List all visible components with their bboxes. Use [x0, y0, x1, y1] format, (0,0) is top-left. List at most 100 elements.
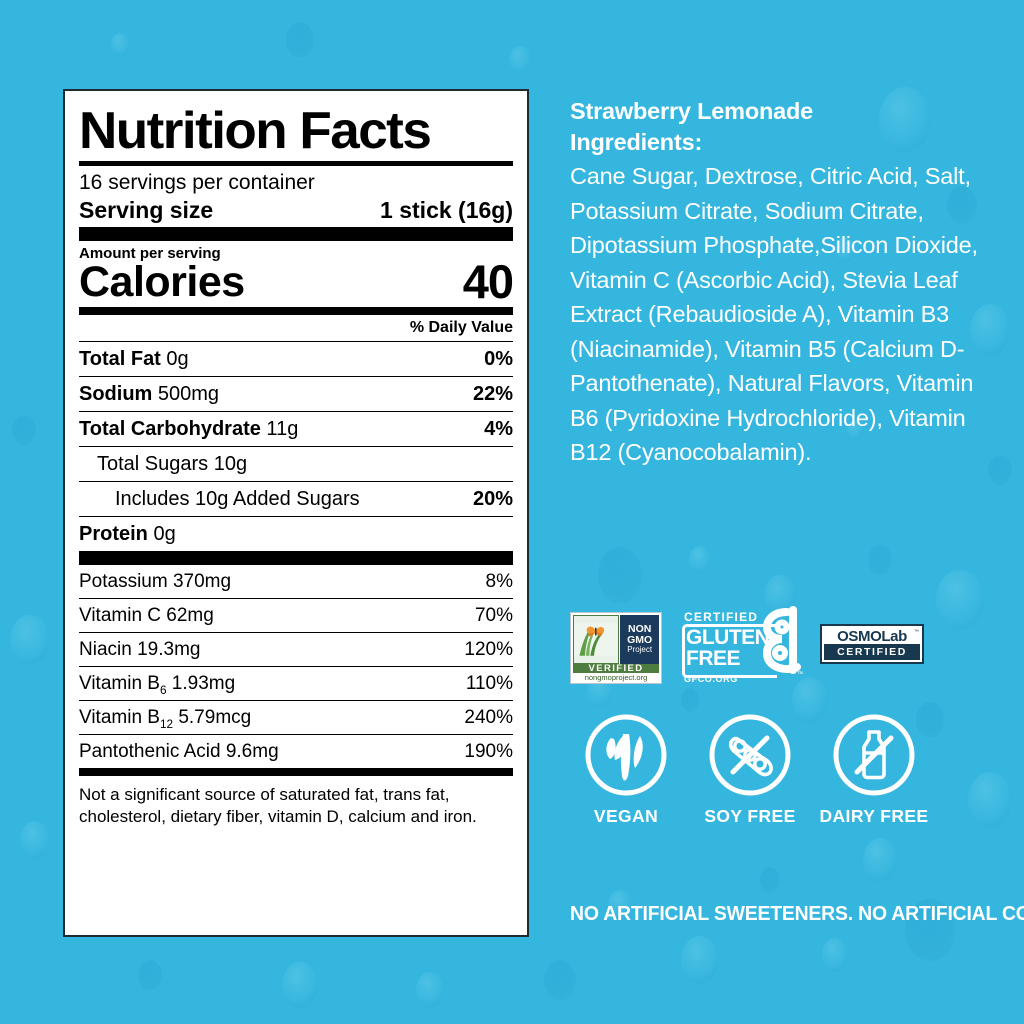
- nutrient-divider: [79, 376, 513, 377]
- vitamin-name: Niacin 19.3mg: [79, 639, 201, 660]
- amount-per-serving-label: Amount per serving: [79, 245, 221, 262]
- nutrition-facts-title: Nutrition Facts: [79, 102, 432, 160]
- nutrient-percent: 20%: [472, 488, 513, 510]
- vitamin-row: Vitamin C 62mg 70%: [79, 599, 513, 632]
- vitamin-row: Pantothenic Acid 9.6mg 190%: [79, 735, 513, 768]
- nutrient-list: Total Fat 0g 0% Sodium 500mg 22% Total Carbo…: [79, 342, 513, 551]
- nutrient-name: Total Fat 0g: [79, 348, 189, 370]
- serving-size-label: Serving size: [79, 197, 214, 223]
- certification-badges: NON GMO Project VERIFIED nongmoproject.o…: [570, 606, 990, 690]
- vegan-leaf-icon: [585, 714, 667, 796]
- serving-size-value: 1 stick (16g): [380, 197, 513, 223]
- ingredients-heading-line1: Strawberry Lemonade: [570, 98, 814, 124]
- divider-thick-top: [79, 227, 513, 241]
- nutrient-percent: 4%: [484, 418, 513, 440]
- vitamin-percent: 190%: [464, 741, 513, 762]
- osmolab-wordmark: OSMOLab: [837, 627, 907, 645]
- nutrient-divider: [79, 516, 513, 517]
- osmolab-certified-badge: OSMOLab ™ CERTIFIED: [820, 624, 924, 664]
- nutrient-name: Total Carbohydrate 11g: [79, 418, 299, 440]
- non-gmo-url: nongmoproject.org: [584, 672, 648, 682]
- gluten-free-wordmark: GLUTEN FREE: [686, 624, 778, 672]
- vitamin-row: Niacin 19.3mg 120%: [79, 633, 513, 666]
- vitamin-divider: [79, 734, 513, 735]
- non-gmo-verified-bar: VERIFIED: [573, 663, 659, 674]
- vitamin-divider: [79, 632, 513, 633]
- nutrient-row: Includes 10g Added Sugars 20%: [79, 482, 513, 516]
- nutrient-row: Sodium 500mg 22%: [79, 377, 513, 411]
- serving-size-row: Serving size 1 stick (16g): [79, 196, 513, 224]
- non-gmo-wordmark: NON GMO Project: [620, 615, 659, 664]
- nutrient-percent: 0%: [484, 348, 513, 370]
- divider-under-calories: [79, 307, 513, 315]
- dairy-free-badge: DAIRY FREE: [814, 712, 934, 827]
- soy-free-label: SOY FREE: [704, 806, 796, 826]
- vegan-badge: VEGAN: [566, 712, 686, 827]
- nutrient-row: Protein 0g: [79, 517, 513, 551]
- gfco-g-icon: ™: [743, 606, 804, 680]
- vitamin-name: Vitamin B12 5.79mcg: [79, 707, 252, 731]
- free-from-icon-row: VEGAN SOY FREE: [566, 712, 966, 832]
- footnote-text: Not a significant source of saturated fa…: [79, 785, 477, 826]
- nutrient-row: Total Sugars 10g: [79, 447, 513, 481]
- gluten-free-word1: GLUTEN: [686, 626, 770, 649]
- vitamin-list: Potassium 370mg 8% Vitamin C 62mg 70% Niacin…: [79, 565, 513, 768]
- divider-under-title: [79, 161, 513, 166]
- vitamin-percent: 120%: [464, 639, 513, 660]
- osmolab-trademark: ™: [914, 629, 919, 635]
- vitamin-divider: [79, 598, 513, 599]
- vitamin-percent: 70%: [474, 605, 513, 626]
- vitamin-row: Potassium 370mg 8%: [79, 565, 513, 598]
- gluten-free-word2: FREE: [686, 647, 741, 670]
- nutrient-name: Protein 0g: [79, 523, 176, 545]
- vitamin-name: Pantothenic Acid 9.6mg: [79, 741, 279, 762]
- non-gmo-project-verified-badge: NON GMO Project VERIFIED nongmoproject.o…: [570, 612, 662, 684]
- nutrient-divider: [79, 481, 513, 482]
- calories-label: Calories: [79, 258, 245, 306]
- calories-value: 40: [462, 255, 514, 308]
- divider-thick-bottom: [79, 551, 513, 565]
- nutrient-percent: 22%: [472, 383, 513, 405]
- nutrient-row: Total Carbohydrate 11g 4%: [79, 412, 513, 446]
- divider-under-dv-header: [79, 341, 513, 342]
- ingredients-body: Cane Sugar, Dextrose, Citric Acid, Salt,…: [570, 163, 978, 465]
- no-artificial-tagline: NO ARTIFICIAL SWEETENERS. NO ARTIFICIAL …: [570, 903, 1024, 925]
- gluten-free-certified-word: CERTIFIED: [684, 610, 759, 624]
- nutrient-row: Total Fat 0g 0%: [79, 342, 513, 376]
- daily-value-header: % Daily Value: [409, 319, 513, 336]
- butterfly-grass-icon: [573, 615, 619, 664]
- vitamin-name: Vitamin B6 1.93mg: [79, 673, 236, 697]
- vegan-label: VEGAN: [593, 806, 659, 826]
- vitamin-name: Vitamin C 62mg: [79, 605, 214, 626]
- osmolab-brand: OSMOLab ™: [824, 627, 920, 645]
- non-gmo-line3: Project: [627, 645, 653, 655]
- calories-row: Calories 40: [79, 255, 514, 308]
- ingredients-heading-line2: Ingredients:: [570, 129, 703, 155]
- nutrient-name: Includes 10g Added Sugars: [115, 488, 360, 510]
- gfco-url: GFCO.ORG: [684, 674, 738, 684]
- nutrition-facts-panel: Nutrition Facts 16 servings per containe…: [63, 89, 529, 937]
- dairy-free-label: DAIRY FREE: [819, 806, 929, 826]
- no-dairy-bottle-icon: [833, 714, 915, 796]
- no-soy-icon: [709, 714, 791, 796]
- nutrient-divider: [79, 411, 513, 412]
- ingredients-panel: Strawberry Lemonade Ingredients: Cane Su…: [570, 96, 995, 470]
- vitamin-divider: [79, 700, 513, 701]
- gluten-free-frame: [682, 624, 777, 678]
- vitamin-percent: 240%: [464, 707, 513, 728]
- non-gmo-line2: GMO: [627, 633, 653, 646]
- nutrient-name: Total Sugars 10g: [97, 453, 248, 475]
- vitamin-percent: 8%: [485, 571, 513, 592]
- certified-gluten-free-badge: CERTIFIED GLUTEN FREE ™ GFCO.ORG: [680, 606, 805, 690]
- vitamin-row: Vitamin B6 1.93mg 110%: [79, 667, 513, 700]
- vitamin-percent: 110%: [465, 673, 513, 694]
- osmolab-certified-bar: CERTIFIED: [824, 644, 920, 660]
- servings-per-container: 16 servings per container: [79, 171, 315, 194]
- nutrient-divider: [79, 446, 513, 447]
- nutrient-name: Sodium 500mg: [79, 383, 220, 405]
- divider-above-footnote: [79, 768, 513, 776]
- vitamin-row: Vitamin B12 5.79mcg 240%: [79, 701, 513, 734]
- vitamin-divider: [79, 666, 513, 667]
- soy-free-badge: SOY FREE: [690, 712, 810, 827]
- svg-text:™: ™: [797, 671, 803, 678]
